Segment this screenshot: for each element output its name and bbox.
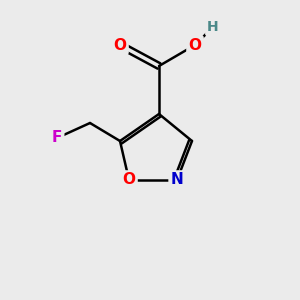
Text: O: O bbox=[122, 172, 136, 188]
Text: F: F bbox=[52, 130, 62, 146]
Text: H: H bbox=[207, 20, 219, 34]
Text: N: N bbox=[171, 172, 183, 188]
Text: O: O bbox=[188, 38, 202, 52]
Text: O: O bbox=[113, 38, 127, 52]
